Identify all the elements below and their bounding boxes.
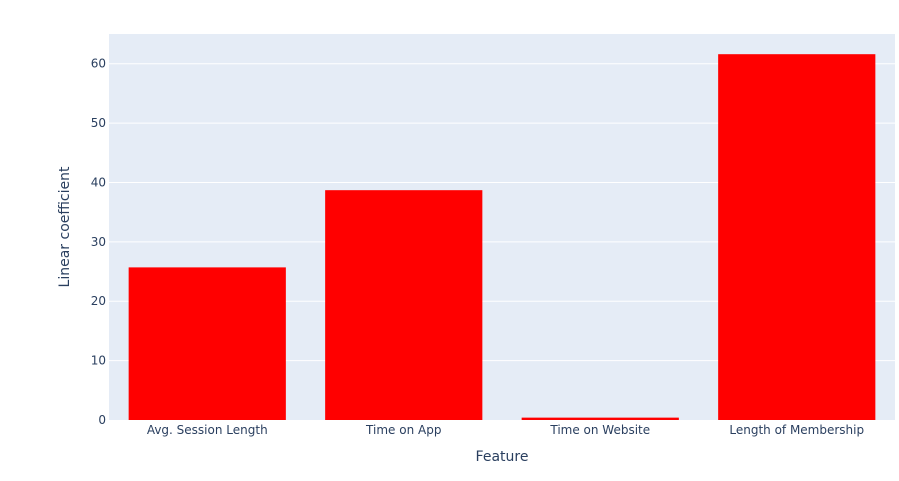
x-tick-label: Time on App xyxy=(365,423,441,437)
x-tick-label: Time on Website xyxy=(549,423,650,437)
bar xyxy=(325,190,483,420)
bar xyxy=(128,267,286,420)
y-tick-label: 60 xyxy=(91,57,106,71)
bar xyxy=(521,417,679,420)
x-tick-labels: Avg. Session Length Time on App Time on We… xyxy=(147,423,864,437)
y-tick-label: 30 xyxy=(91,235,106,249)
y-tick-label: 40 xyxy=(91,175,106,189)
x-axis-title: Feature xyxy=(476,449,529,465)
y-tick-label: 0 xyxy=(98,413,106,427)
y-tick-labels: 0 10 20 30 40 50 60 xyxy=(91,57,106,427)
x-tick-label: Length of Membership xyxy=(729,423,864,437)
y-tick-label: 20 xyxy=(91,294,106,308)
y-tick-label: 50 xyxy=(91,116,106,130)
y-axis-title: Linear coefficient xyxy=(57,166,73,287)
bar xyxy=(718,54,876,421)
x-tick-label: Avg. Session Length xyxy=(147,423,268,437)
bars xyxy=(128,54,876,421)
y-tick-label: 10 xyxy=(91,354,106,368)
